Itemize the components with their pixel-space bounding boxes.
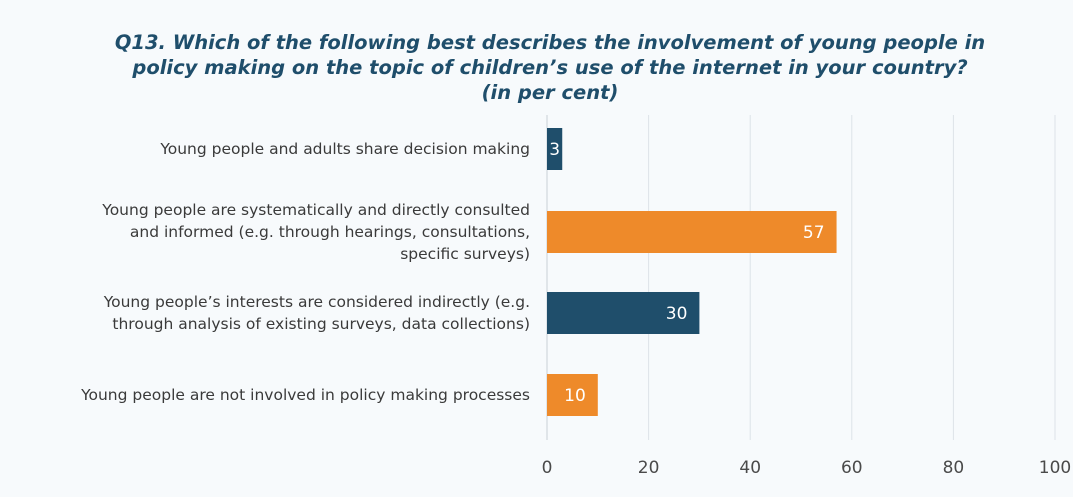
- chart-title-line: policy making on the topic of children’s…: [132, 56, 968, 79]
- category-label: Young people and adults share decision m…: [20, 138, 530, 160]
- bar: [547, 128, 563, 170]
- data-label: 3: [549, 140, 560, 160]
- category-label: Young people are not involved in policy …: [20, 384, 530, 406]
- x-tick-label: 20: [638, 458, 660, 478]
- chart-title-line: Q13. Which of the following best describ…: [114, 31, 986, 54]
- x-tick-label: 100: [1039, 458, 1071, 478]
- category-label: Young people’s interests are considered …: [20, 291, 530, 335]
- bar: [547, 211, 837, 253]
- category-label-line: Young people are systematically and dire…: [102, 201, 530, 219]
- category-label-line: Young people and adults share decision m…: [160, 140, 530, 158]
- bar: [547, 292, 700, 334]
- bar: [547, 374, 598, 416]
- category-label-line: specific surveys): [400, 245, 530, 263]
- x-tick-label: 40: [739, 458, 761, 478]
- data-label: 30: [666, 304, 688, 324]
- data-label: 57: [803, 223, 825, 243]
- category-label-line: through analysis of existing surveys, da…: [112, 315, 530, 333]
- data-label: 10: [564, 386, 586, 406]
- category-label-line: Young people’s interests are considered …: [103, 293, 530, 311]
- x-tick-label: 80: [943, 458, 965, 478]
- chart-title-line: (in per cent): [481, 81, 619, 104]
- x-tick-label: 0: [542, 458, 553, 478]
- chart-title: Q13. Which of the following best describ…: [0, 30, 1073, 105]
- x-tick-label: 60: [841, 458, 863, 478]
- category-label-line: and informed (e.g. through hearings, con…: [129, 223, 530, 241]
- category-label: Young people are systematically and dire…: [20, 199, 530, 265]
- category-label-line: Young people are not involved in policy …: [81, 386, 530, 404]
